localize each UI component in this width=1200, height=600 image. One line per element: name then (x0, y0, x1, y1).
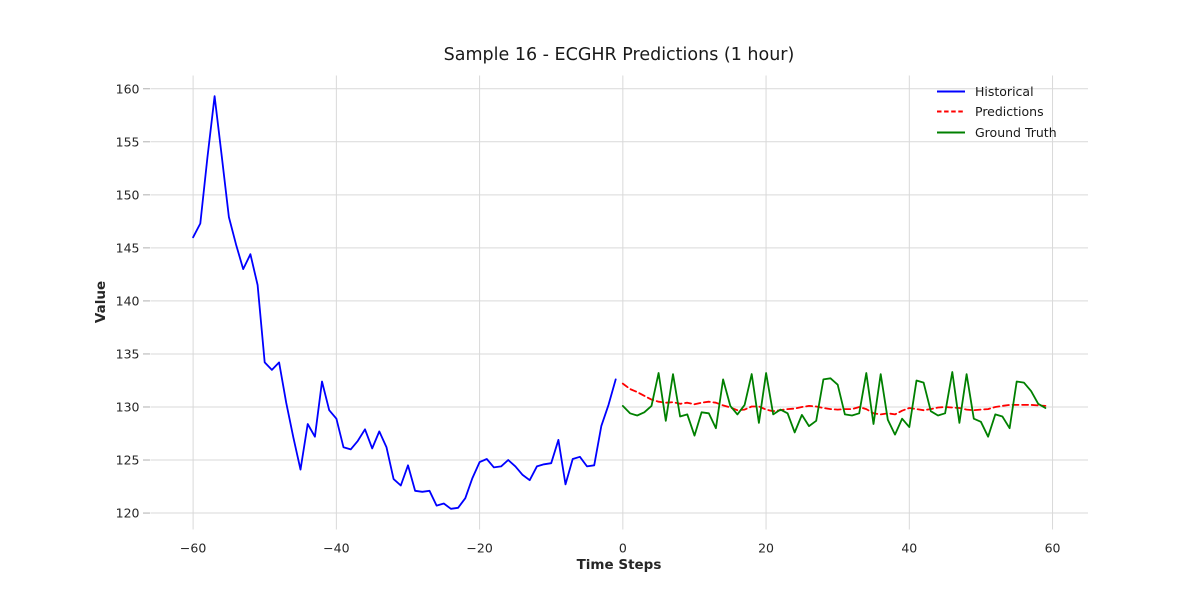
y-tick-label: 135 (116, 346, 140, 361)
legend-label: Ground Truth (975, 124, 1057, 140)
x-tick-label: −60 (180, 541, 206, 556)
series-line-predictions (621, 382, 1047, 416)
legend-swatch-ground-truth (937, 131, 965, 134)
x-axis-label: Time Steps (576, 557, 662, 573)
legend-item: Predictions (936, 102, 1057, 123)
y-axis-label: Value (93, 280, 109, 324)
x-tick-label: −20 (466, 541, 492, 556)
y-tick-label: 145 (116, 240, 140, 255)
legend-label: Predictions (975, 104, 1044, 120)
x-tick-label: −40 (323, 541, 349, 556)
y-tick-label: 140 (116, 293, 140, 308)
y-tick-label: 120 (116, 506, 140, 521)
y-tick-label: 125 (116, 453, 140, 468)
y-tick-label: 160 (116, 81, 140, 96)
series-line-ground-truth (621, 371, 1047, 438)
y-tick-label: 155 (116, 134, 140, 149)
legend: Historical Predictions Ground Truth (936, 81, 1057, 143)
chart-title: Sample 16 - ECGHR Predictions (1 hour) (443, 45, 795, 65)
y-tick-label: 150 (116, 187, 140, 202)
legend-item: Historical (936, 81, 1057, 102)
x-tick-label: 60 (1045, 541, 1061, 556)
legend-label: Historical (975, 83, 1034, 99)
series-line-historical (192, 95, 617, 510)
legend-swatch-historical (937, 90, 965, 93)
legend-item: Ground Truth (936, 122, 1057, 143)
legend-swatch-predictions (937, 110, 965, 113)
x-tick-label: 40 (901, 541, 917, 556)
y-tick-label: 130 (116, 399, 140, 414)
x-tick-label: 20 (758, 541, 774, 556)
x-tick-label: 0 (619, 541, 627, 556)
